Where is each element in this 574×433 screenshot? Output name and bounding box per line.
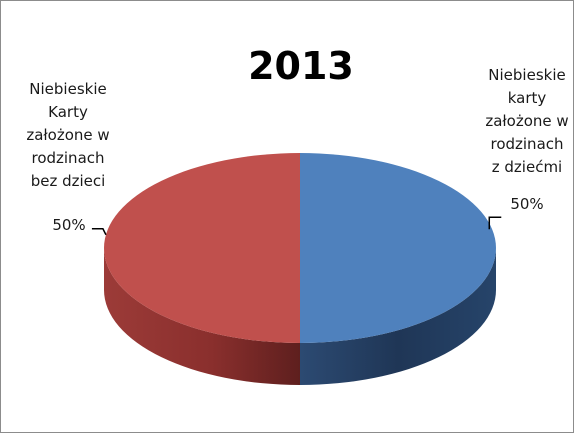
- chart-title: 2013: [248, 44, 354, 88]
- leader-line-left: [91, 227, 107, 236]
- label-line: rodzinach: [31, 149, 104, 167]
- label-percent: 50%: [52, 216, 85, 234]
- label-line: Karty: [48, 103, 88, 121]
- data-label-left: Niebieskie Karty założone w rodzinach be…: [26, 80, 109, 234]
- label-line: z dziećmi: [492, 158, 562, 176]
- label-line: bez dzieci: [31, 172, 106, 190]
- label-line: karty: [508, 89, 547, 107]
- label-line: założone w: [485, 112, 568, 130]
- label-percent: 50%: [510, 195, 543, 213]
- label-line: Niebieskie: [29, 80, 106, 98]
- pie-slice-blue-side: [300, 248, 496, 385]
- leader-line-right: [488, 216, 502, 230]
- pie-slice-red-side: [104, 248, 300, 385]
- data-label-right: Niebieskie karty założone w rodzinach z …: [485, 66, 568, 213]
- label-line: rodzinach: [490, 135, 563, 153]
- pie-slice-red: [104, 153, 300, 343]
- label-line: założone w: [26, 126, 109, 144]
- label-line: Niebieskie: [488, 66, 565, 84]
- pie-slice-blue: [300, 153, 496, 343]
